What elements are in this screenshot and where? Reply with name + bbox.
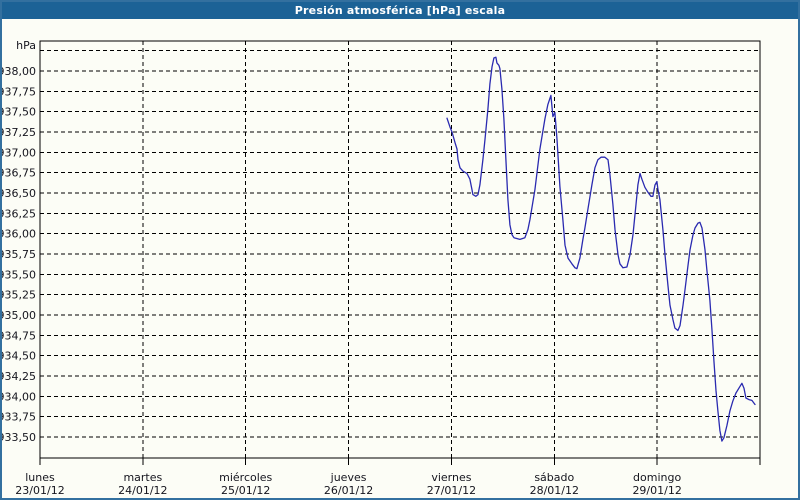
y-tick-label: 934,25 [2,370,36,383]
chart-title: Presión atmosférica [hPa] escala [294,4,506,17]
day-name-label: sábado [534,471,574,484]
y-tick-label: 936,50 [2,187,36,200]
pressure-series-line [446,56,756,442]
y-tick-label: 935,25 [2,289,36,302]
day-date-label: 25/01/12 [221,484,270,497]
y-tick-label: 936,00 [2,228,36,241]
y-tick-label: 935,00 [2,309,36,322]
day-name-label: domingo [633,471,681,484]
y-tick-label: 934,75 [2,329,36,342]
y-tick-label: 937,00 [2,146,36,159]
y-tick-label: 934,00 [2,390,36,403]
day-date-label: 28/01/12 [530,484,579,497]
day-date-label: 26/01/12 [324,484,373,497]
y-axis-unit-label: hPa [16,39,36,52]
y-tick-label: 937,75 [2,85,36,98]
y-tick-label: 934,50 [2,350,36,363]
y-tick-label: 933,50 [2,431,36,444]
day-date-label: 23/01/12 [15,484,64,497]
day-name-label: jueves [330,471,367,484]
day-date-label: 27/01/12 [427,484,476,497]
y-tick-label: 937,25 [2,126,36,139]
y-tick-label: 936,25 [2,207,36,220]
day-date-label: 29/01/12 [632,484,681,497]
y-tick-label: 933,75 [2,411,36,424]
day-name-label: martes [123,471,162,484]
chart-title-bar: Presión atmosférica [hPa] escala [2,2,798,19]
y-tick-label: 938,00 [2,65,36,78]
y-tick-label: 937,50 [2,106,36,119]
day-name-label: lunes [25,471,55,484]
y-tick-label: 935,50 [2,268,36,281]
y-tick-label: 935,75 [2,248,36,261]
y-tick-label: 936,75 [2,167,36,180]
day-date-label: 24/01/12 [118,484,167,497]
plot-border [39,40,761,459]
day-name-label: viernes [431,471,471,484]
day-name-label: miércoles [219,471,272,484]
